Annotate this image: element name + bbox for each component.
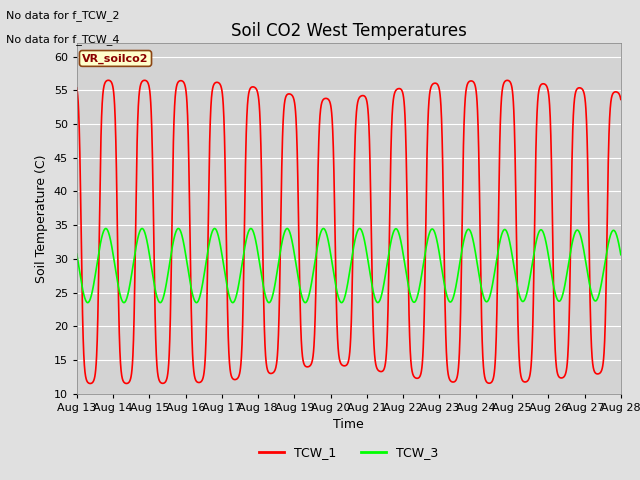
Title: Soil CO2 West Temperatures: Soil CO2 West Temperatures [231,22,467,40]
Text: No data for f_TCW_4: No data for f_TCW_4 [6,34,120,45]
Text: VR_soilco2: VR_soilco2 [83,53,148,63]
Text: No data for f_TCW_2: No data for f_TCW_2 [6,10,120,21]
X-axis label: Time: Time [333,418,364,431]
Y-axis label: Soil Temperature (C): Soil Temperature (C) [35,154,48,283]
Legend: TCW_1, TCW_3: TCW_1, TCW_3 [254,442,444,465]
